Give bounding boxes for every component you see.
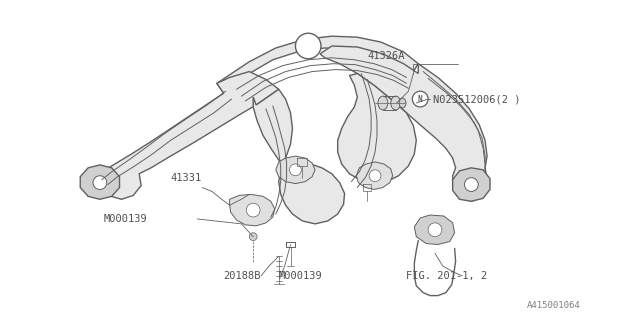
- Polygon shape: [230, 194, 275, 226]
- Text: M000139: M000139: [104, 214, 148, 224]
- Polygon shape: [320, 46, 489, 201]
- Circle shape: [428, 223, 442, 237]
- Ellipse shape: [399, 98, 406, 108]
- Polygon shape: [100, 72, 279, 199]
- Circle shape: [369, 170, 381, 182]
- Circle shape: [465, 178, 478, 191]
- Polygon shape: [356, 162, 393, 189]
- Polygon shape: [414, 215, 454, 244]
- Polygon shape: [80, 165, 120, 199]
- Circle shape: [296, 33, 321, 59]
- Polygon shape: [276, 156, 315, 184]
- Polygon shape: [217, 36, 419, 93]
- Circle shape: [412, 91, 428, 107]
- Circle shape: [289, 164, 301, 176]
- Circle shape: [246, 203, 260, 217]
- Text: A415001064: A415001064: [526, 301, 580, 310]
- Text: N023512006(2 ): N023512006(2 ): [433, 94, 520, 104]
- Text: FIG. 201-1, 2: FIG. 201-1, 2: [406, 271, 488, 281]
- Text: 20188B: 20188B: [224, 271, 261, 281]
- Circle shape: [93, 176, 107, 189]
- Polygon shape: [338, 74, 416, 184]
- Text: M000139: M000139: [279, 271, 323, 281]
- Text: N: N: [418, 95, 422, 104]
- Polygon shape: [452, 168, 490, 201]
- Text: 41331: 41331: [171, 173, 202, 183]
- Text: 41326A: 41326A: [367, 51, 404, 61]
- Polygon shape: [253, 89, 344, 224]
- Ellipse shape: [391, 96, 401, 110]
- Circle shape: [249, 233, 257, 241]
- Ellipse shape: [378, 96, 388, 110]
